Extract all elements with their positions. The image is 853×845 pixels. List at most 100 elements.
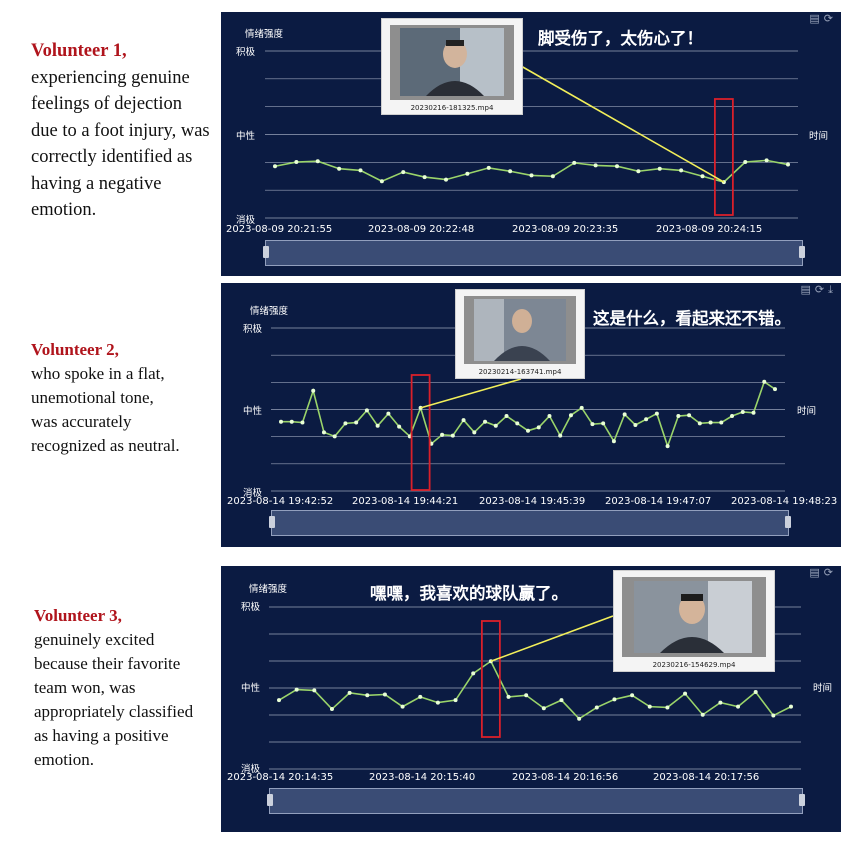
data-point — [471, 671, 476, 676]
time-range-slider[interactable] — [263, 240, 805, 266]
slider-handle-right[interactable] — [785, 516, 791, 528]
slider-handle-right[interactable] — [799, 246, 805, 258]
data-point — [773, 387, 777, 392]
data-point — [740, 409, 745, 414]
data-point — [657, 166, 662, 171]
data-point — [526, 428, 530, 433]
data-point — [300, 420, 305, 425]
slider-handle-right[interactable] — [799, 794, 805, 806]
data-point — [461, 418, 466, 423]
data-point — [453, 698, 458, 703]
data-point — [764, 158, 769, 163]
data-point — [687, 413, 692, 418]
chart-title: 情绪强度 — [249, 584, 288, 595]
data-point — [536, 425, 541, 430]
data-point — [337, 166, 342, 171]
data-point — [644, 417, 649, 422]
data-point — [483, 419, 488, 424]
speech-text: 嘿嘿，我喜欢的球队赢了。 — [370, 584, 568, 603]
data-point — [364, 408, 369, 413]
time-range-slider[interactable] — [269, 510, 791, 536]
toolbox-icons[interactable]: ▤⟳⤓ — [800, 283, 837, 296]
time-label: 2023-08-09 20:22:48 — [368, 224, 475, 235]
data-point — [753, 690, 758, 695]
data-point — [654, 411, 659, 416]
caption-title: Volunteer 2, — [31, 340, 119, 359]
y-label-neutral: 中性 — [236, 131, 256, 142]
data-point — [590, 422, 595, 427]
slider-handle-left[interactable] — [269, 516, 275, 528]
time-label: 2023-08-14 20:15:40 — [369, 772, 476, 783]
slider-handle-left[interactable] — [267, 794, 273, 806]
toolbox-icons[interactable]: ▤⟳ — [809, 566, 837, 579]
speech-text: 这是什么，看起来还不错。 — [593, 309, 791, 328]
highlight-box — [713, 98, 734, 216]
emotion-series-line — [274, 159, 789, 183]
caption-body: experiencing genuine feelings of dejecti… — [31, 67, 210, 221]
time-label: 2023-08-09 20:23:35 — [512, 224, 619, 235]
y-label-neutral: 中性 — [241, 683, 261, 694]
video-filename: 20230214-163741.mp4 — [478, 368, 562, 376]
chart-title: 情绪强度 — [250, 306, 289, 317]
data-point — [601, 421, 606, 426]
data-point — [382, 692, 387, 697]
connector-line — [520, 65, 725, 183]
y-label-negative: 消极 — [241, 764, 261, 775]
data-point — [633, 422, 638, 427]
emotion-chart-panel-3: ▤⟳ 情绪强度 积极 中性 消极 时间 2023-08-14 20:14:35 … — [221, 566, 841, 832]
person-icon — [634, 581, 752, 653]
data-point — [472, 430, 477, 435]
data-point — [315, 159, 320, 164]
data-point — [665, 705, 670, 710]
video-thumbnail[interactable]: 20230214-163741.mp4 — [455, 289, 585, 379]
time-label: 2023-08-14 20:16:56 — [512, 772, 619, 783]
data-point — [347, 690, 352, 695]
caption-volunteer-2: Volunteer 2, who spoke in a flat, unemot… — [31, 338, 181, 458]
data-point — [697, 421, 702, 426]
chart-title: 情绪强度 — [245, 29, 284, 40]
caption-title: Volunteer 3, — [34, 606, 122, 625]
time-label: 2023-08-14 19:44:21 — [352, 496, 459, 507]
emotion-series-line — [278, 660, 792, 720]
data-point — [771, 713, 776, 718]
data-point — [612, 697, 617, 702]
y-label-negative: 消极 — [243, 488, 263, 499]
emotion-chart-panel-1: ▤⟳ 情绪强度 积极 中性 消极 时间 2023-08-09 20:21:55 … — [221, 12, 841, 276]
x-axis-name: 时间 — [809, 131, 829, 142]
data-point — [289, 419, 294, 424]
y-label-neutral: 中性 — [243, 406, 263, 417]
data-point — [279, 419, 283, 424]
video-frame-image — [400, 28, 504, 96]
x-axis-name: 时间 — [813, 683, 833, 694]
connector-line — [490, 615, 614, 663]
person-icon — [400, 28, 504, 96]
data-point — [594, 705, 599, 710]
data-point — [751, 410, 756, 415]
data-point — [719, 420, 724, 425]
data-point — [524, 693, 529, 698]
video-thumbnail[interactable]: 20230216-154629.mp4 — [613, 570, 775, 672]
data-point — [579, 405, 584, 410]
data-point — [400, 704, 405, 709]
time-range-slider[interactable] — [267, 788, 805, 814]
data-point — [789, 704, 793, 709]
data-point — [700, 174, 705, 179]
video-thumbnail[interactable]: 20230216-181325.mp4 — [381, 18, 523, 115]
data-point — [736, 704, 741, 709]
data-point — [273, 164, 277, 169]
data-point — [379, 179, 384, 184]
data-point — [358, 168, 363, 173]
data-point — [515, 421, 520, 426]
data-point — [386, 411, 391, 416]
data-point — [630, 693, 635, 698]
slider-handle-left[interactable] — [263, 246, 269, 258]
data-point — [676, 414, 681, 419]
toolbox-icons[interactable]: ▤⟳ — [809, 12, 837, 25]
data-point — [418, 694, 423, 699]
data-point — [718, 700, 723, 705]
person-icon — [474, 299, 566, 361]
speech-text: 脚受伤了，太伤心了！ — [538, 29, 703, 48]
emotion-line-chart — [265, 50, 798, 219]
y-label-positive: 积极 — [243, 324, 263, 335]
data-point — [762, 379, 767, 384]
